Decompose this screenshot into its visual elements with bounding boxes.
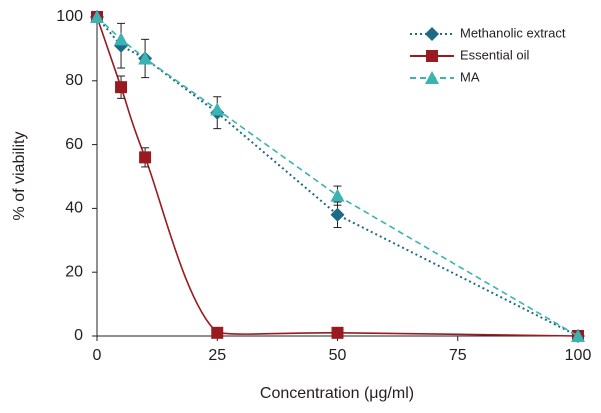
legend-marker [425,71,439,84]
y-tick-label: 100 [56,8,83,25]
y-axis-label: % of viability [11,132,28,221]
marker [114,32,129,46]
y-tick-label: 40 [65,200,83,217]
marker [90,10,104,23]
legend-label: Methanolic extract [460,25,566,40]
x-tick-label: 100 [565,347,592,364]
legend-label: MA [460,69,480,84]
y-tick-label: 20 [65,263,83,280]
y-tick-label: 60 [65,136,83,153]
series-line [96,16,579,337]
x-tick-label: 25 [208,347,226,364]
y-tick-label: 80 [65,72,83,89]
marker [210,102,225,116]
series-line [96,16,579,337]
series-line [96,16,579,337]
x-tick-label: 75 [449,347,467,364]
marker [331,326,344,339]
marker [115,81,128,94]
marker [330,207,345,222]
x-axis-label: Concentration (μg/ml) [260,385,414,402]
marker [138,51,153,65]
x-tick-label: 50 [329,347,347,364]
marker [571,329,585,342]
legend-label: Essential oil [460,47,529,62]
marker [211,326,224,339]
y-tick-label: 0 [74,327,83,344]
marker [139,151,152,164]
x-tick-label: 0 [93,347,102,364]
marker [330,188,345,202]
legend-marker [426,50,438,62]
legend-marker [425,27,439,41]
